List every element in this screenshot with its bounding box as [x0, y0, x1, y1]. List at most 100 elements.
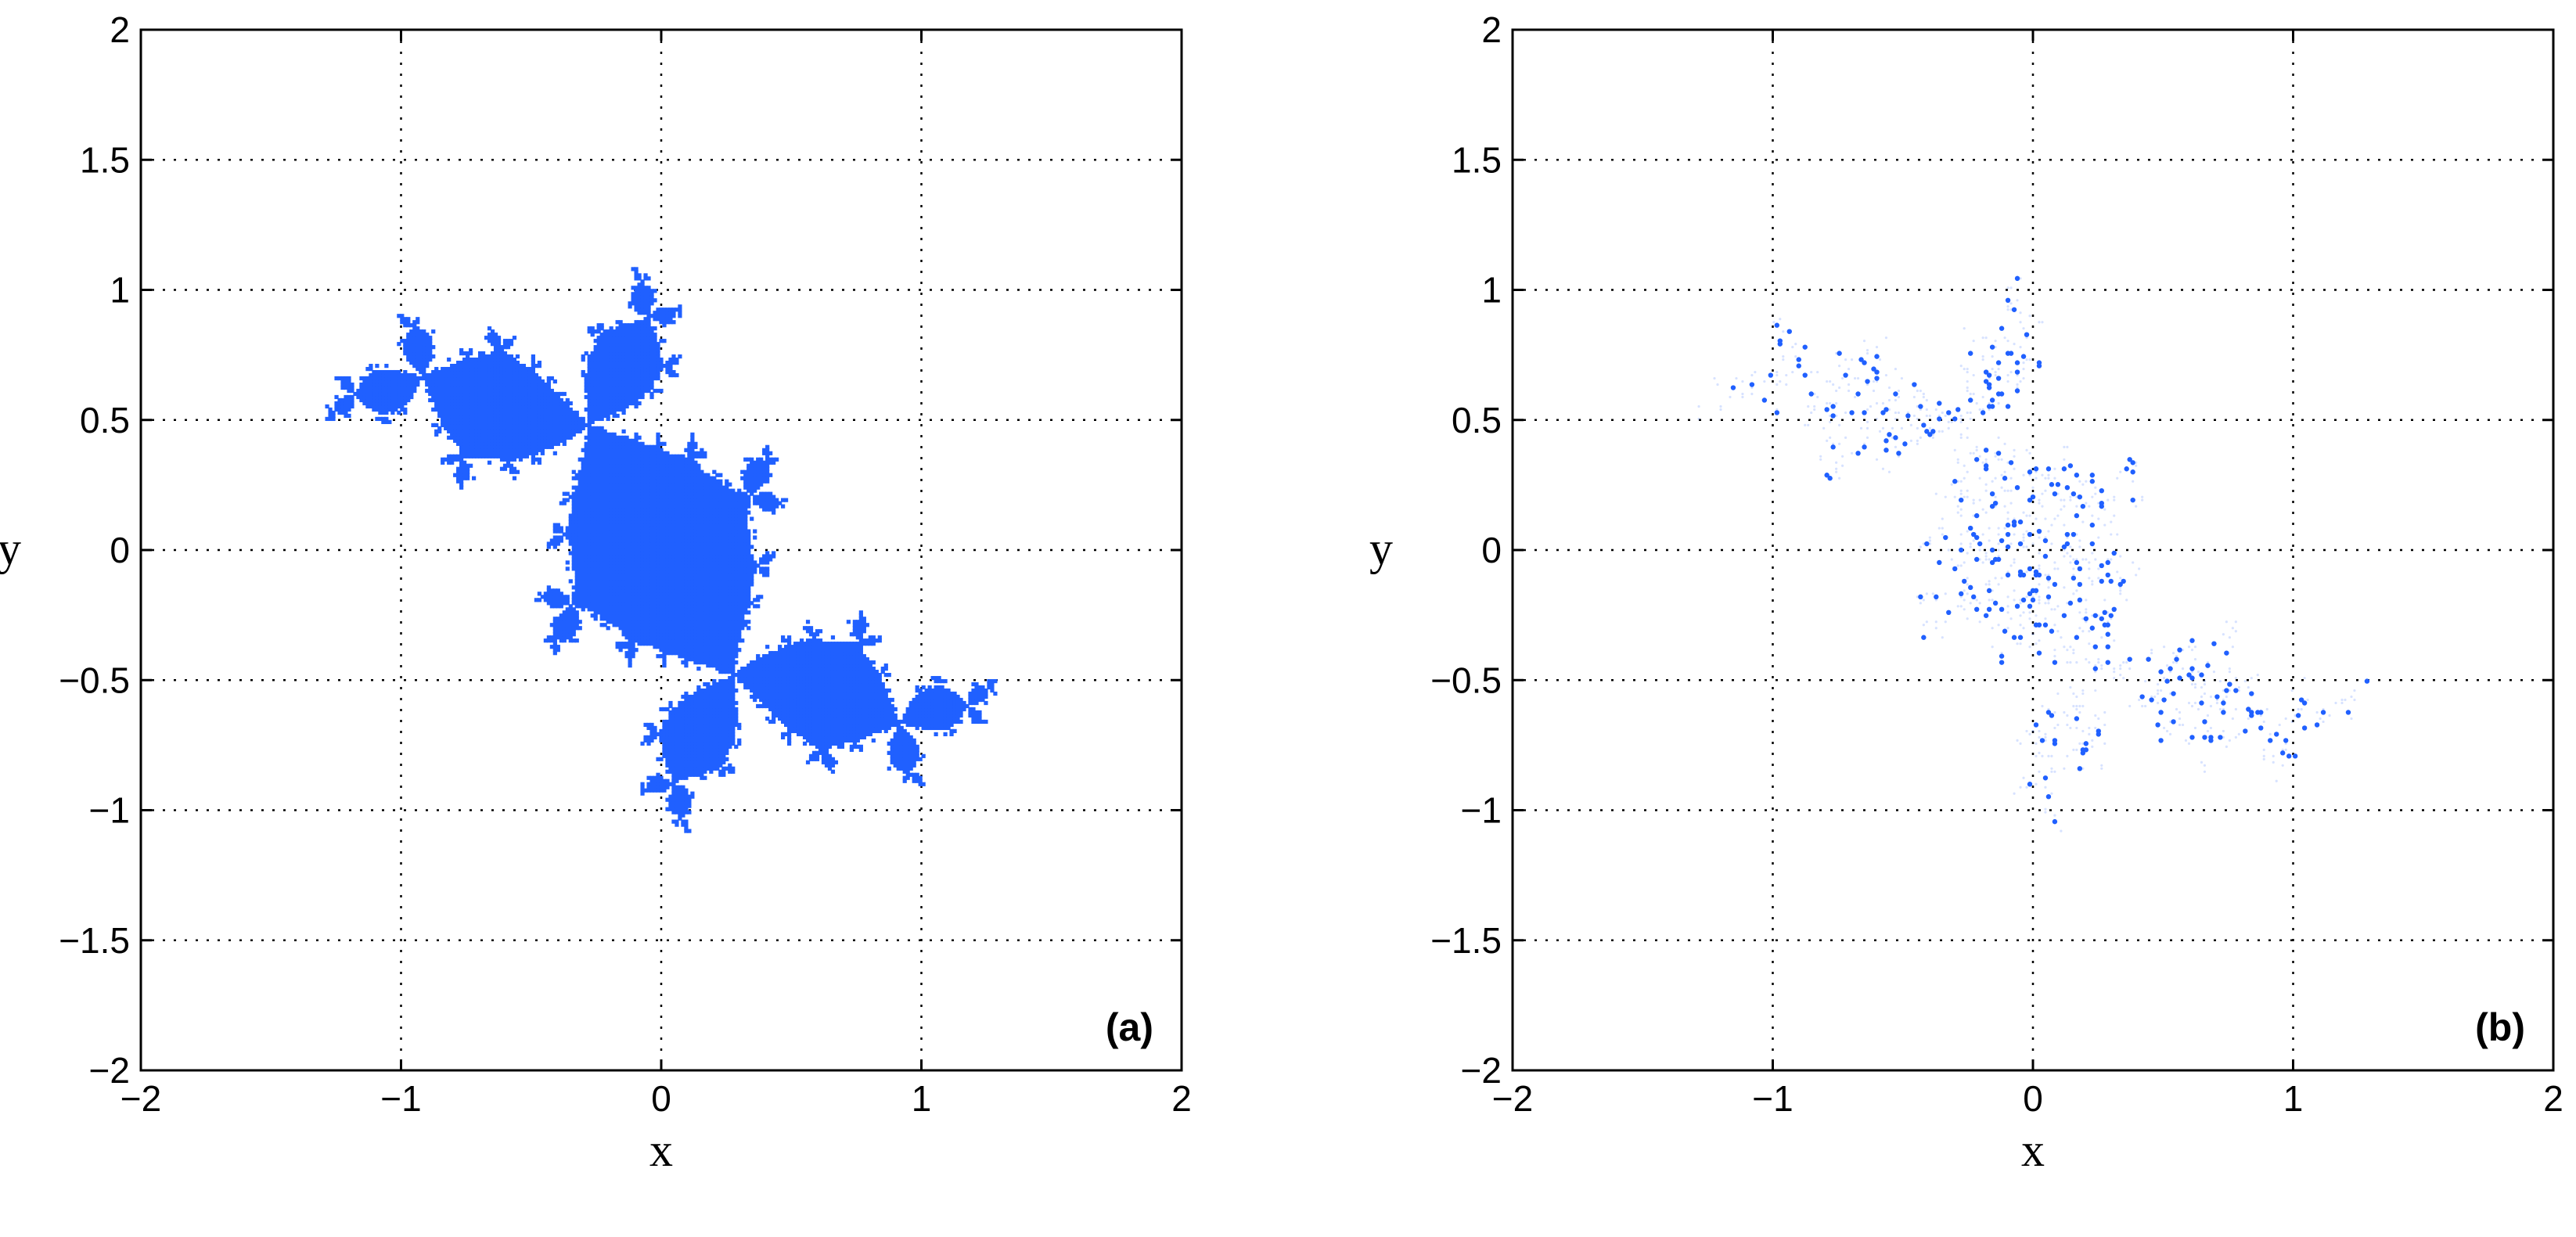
- data-point: [609, 538, 613, 543]
- data-point: [621, 516, 626, 521]
- data-point: [662, 707, 667, 712]
- data-point: [665, 779, 670, 783]
- data-point: [662, 604, 667, 609]
- data-point: [631, 441, 635, 446]
- data-point: [675, 648, 679, 653]
- data-point: [662, 460, 667, 465]
- data-point: [512, 441, 517, 446]
- data-point: [474, 358, 480, 362]
- data-point: [637, 579, 642, 584]
- data-point: [549, 635, 554, 640]
- data-point: [549, 407, 554, 412]
- data-point: [640, 520, 645, 524]
- data-point: [634, 498, 639, 502]
- data-point: [574, 604, 579, 609]
- data-point: [524, 379, 530, 384]
- data-point: [509, 397, 514, 403]
- data-point: [665, 566, 670, 571]
- data-point: [490, 342, 495, 347]
- data-point: [469, 451, 473, 455]
- data-point: [552, 635, 557, 640]
- data-point: [518, 444, 523, 449]
- data-point: [568, 526, 573, 530]
- data-point: [453, 401, 458, 406]
- data-point: [606, 361, 610, 365]
- data-point: [537, 394, 541, 400]
- data-point: [487, 438, 492, 443]
- data-point: [447, 460, 452, 465]
- data-point: [640, 501, 645, 505]
- data-point: [603, 469, 607, 474]
- data-point: [559, 435, 563, 440]
- data-point: [624, 333, 629, 337]
- data-point: [450, 394, 455, 400]
- data-point: [624, 326, 629, 331]
- data-point: [480, 382, 486, 387]
- data-point: [571, 548, 576, 552]
- data-point: [531, 454, 536, 458]
- data-point: [634, 391, 639, 397]
- data-point: [606, 435, 610, 440]
- data-point: [678, 703, 682, 709]
- data-point: [615, 397, 620, 403]
- data-point: [425, 336, 430, 340]
- data-point: [505, 391, 511, 397]
- data-point: [559, 538, 563, 543]
- data-point: [502, 451, 508, 455]
- data-point: [587, 354, 592, 359]
- data-point: [577, 488, 582, 493]
- data-point: [634, 598, 639, 602]
- data-point: [671, 819, 676, 824]
- data-point: [568, 413, 573, 419]
- data-point: [543, 435, 548, 440]
- data-point: [369, 388, 373, 394]
- data-point: [472, 363, 477, 369]
- data-point: [502, 429, 508, 433]
- data-point: [518, 416, 523, 422]
- data-point: [656, 582, 660, 587]
- data-point: [450, 426, 455, 430]
- data-point: [534, 391, 538, 397]
- data-point: [593, 479, 598, 484]
- data-point: [634, 632, 639, 637]
- data-point: [487, 444, 492, 449]
- data-point: [624, 579, 629, 584]
- data-point: [668, 538, 673, 543]
- data-point: [593, 551, 598, 556]
- data-point: [662, 457, 667, 462]
- data-point: [562, 626, 567, 631]
- data-point: [549, 401, 554, 406]
- data-point: [596, 342, 601, 347]
- data-point: [400, 320, 405, 325]
- data-point: [375, 363, 380, 369]
- data-point: [502, 410, 508, 415]
- data-point: [509, 457, 514, 462]
- data-point: [515, 363, 520, 369]
- data-point: [603, 548, 607, 552]
- data-point: [649, 623, 654, 627]
- data-point: [653, 454, 657, 458]
- data-point: [634, 573, 639, 577]
- data-point: [646, 585, 651, 590]
- data-point: [462, 423, 467, 427]
- data-point: [634, 607, 639, 612]
- data-point: [675, 494, 679, 499]
- data-point: [552, 401, 557, 406]
- data-point: [466, 429, 470, 433]
- data-point: [659, 548, 664, 552]
- data-point: [534, 363, 538, 369]
- data-point: [675, 797, 679, 802]
- data-point: [518, 401, 523, 406]
- data-point: [640, 382, 645, 387]
- data-point: [577, 423, 582, 427]
- data-point: [484, 435, 489, 440]
- data-point: [628, 545, 632, 549]
- data-point: [612, 604, 617, 609]
- data-point: [643, 560, 648, 565]
- data-point: [634, 635, 639, 640]
- data-point: [606, 579, 610, 584]
- data-point: [590, 438, 595, 443]
- data-point: [462, 376, 467, 381]
- data-point: [640, 620, 645, 624]
- data-point: [649, 548, 654, 552]
